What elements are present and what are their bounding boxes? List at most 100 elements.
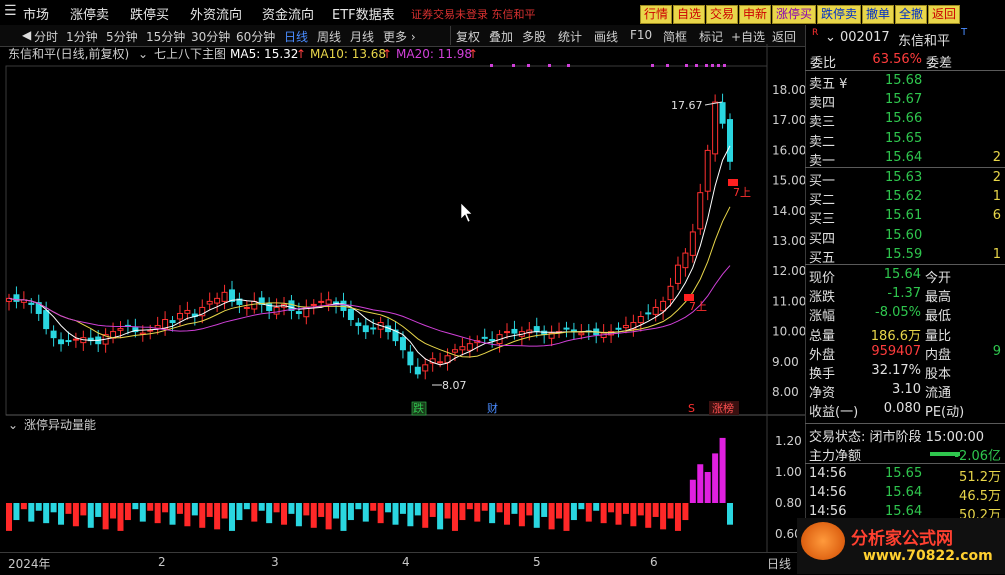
- candle-body: [169, 320, 176, 324]
- date-axis: 2024年 2 3 4 5 6 日线: [0, 552, 805, 575]
- stat-label-2: 最低: [925, 309, 952, 325]
- candle-body: [295, 311, 302, 314]
- volume-bar: [154, 503, 161, 524]
- volume-bar: [191, 503, 198, 516]
- left-arrow-icon[interactable]: ◀: [22, 28, 32, 42]
- candle-body: [72, 338, 79, 341]
- top-btn-quote[interactable]: 行情: [640, 5, 672, 24]
- period-monthly[interactable]: 月线: [350, 30, 375, 44]
- candle-body: [414, 366, 421, 375]
- ma10-up-arrow: ↑: [382, 47, 392, 61]
- top-btn-limitup-buy[interactable]: 涨停买: [772, 5, 816, 24]
- bid-row-1: 买一 15.63 2: [805, 170, 1005, 189]
- btn-adjust[interactable]: 复权: [456, 30, 481, 44]
- stat-label: 净资: [809, 386, 836, 402]
- signal-up-label-2: 7上: [689, 300, 707, 313]
- stat-value-2: 9: [992, 343, 1001, 359]
- weibi-value: 63.56%: [872, 52, 922, 67]
- btn-draw-line[interactable]: 画线: [594, 30, 619, 44]
- menu-icon[interactable]: ☰: [4, 3, 17, 19]
- volume-bar: [251, 503, 258, 522]
- candle-body: [630, 322, 637, 330]
- volume-bar: [496, 503, 503, 513]
- drop-marker: 跌: [413, 401, 424, 415]
- menu-etf-data[interactable]: ETF数据表: [332, 8, 395, 23]
- top-btn-cancel-all[interactable]: 全撤: [895, 5, 927, 24]
- volume-bar: [199, 503, 206, 528]
- candle-body: [318, 300, 325, 303]
- volume-bar: [6, 503, 12, 531]
- signal-dot: [717, 64, 720, 67]
- top-btn-ipo[interactable]: 申新: [739, 5, 771, 24]
- btn-f10[interactable]: F10: [630, 28, 653, 42]
- ma5-label: MA5: 15.32: [230, 47, 298, 61]
- signal-dot: [666, 64, 669, 67]
- volume-bar: [451, 503, 458, 531]
- menu-limit-up-sell[interactable]: 涨停卖: [70, 8, 110, 23]
- period-1min[interactable]: 1分钟: [66, 30, 98, 44]
- candle-body: [667, 285, 674, 301]
- price-tick-label: 15.00: [772, 174, 805, 188]
- volume-bar: [162, 503, 169, 513]
- period-60min[interactable]: 60分钟: [236, 30, 276, 44]
- btn-add-watchlist[interactable]: +自选: [731, 30, 766, 44]
- volume-bar: [414, 503, 421, 516]
- volume-bar: [65, 503, 72, 514]
- volume-bar: [243, 503, 250, 510]
- price-tick-label: 14.00: [772, 204, 805, 218]
- menu-limit-down-buy[interactable]: 跌停买: [130, 8, 170, 23]
- netflow-row: 主力净额 -2.06亿: [805, 445, 1005, 464]
- tick-row: 14:56 15.64 46.5万: [805, 485, 1005, 504]
- top-btn-back[interactable]: 返回: [928, 5, 960, 24]
- top-btn-trade[interactable]: 交易: [706, 5, 738, 24]
- netflow-bar: [930, 452, 960, 456]
- candle-body: [228, 289, 235, 302]
- btn-simple-frame[interactable]: 简框: [663, 30, 688, 44]
- ask-row-4-value: 15.67: [885, 92, 923, 108]
- candle-body: [43, 310, 50, 330]
- period-daily[interactable]: 日线: [284, 30, 309, 44]
- volume-bar: [35, 503, 42, 511]
- x-label-jun: 6: [650, 555, 658, 569]
- top-btn-cancel[interactable]: 撤单: [862, 5, 894, 24]
- candle-body: [35, 302, 42, 314]
- period-more[interactable]: 更多 ›: [383, 30, 416, 44]
- x-label-period: 日线: [767, 557, 792, 571]
- volume-bar: [102, 503, 109, 530]
- menu-foreign-flow[interactable]: 外资流向: [190, 8, 243, 23]
- bid-row-3-extra: 6: [992, 208, 1001, 224]
- volume-bar: [139, 503, 146, 522]
- menu-capital-flow[interactable]: 资金流向: [262, 8, 315, 23]
- top-btn-limitdown-sell[interactable]: 跌停卖: [817, 5, 861, 24]
- signal-dot: [685, 64, 688, 67]
- top-btn-watchlist[interactable]: 自选: [673, 5, 705, 24]
- btn-mark[interactable]: 标记: [699, 30, 724, 44]
- bid-row-1-extra: 2: [992, 170, 1001, 185]
- weicha-label: 委差: [926, 56, 953, 71]
- period-5min[interactable]: 5分钟: [106, 30, 138, 44]
- watermark-box: 分析家公式网 www.70822.com: [797, 518, 1005, 574]
- period-tick[interactable]: 分时: [34, 30, 59, 44]
- period-30min[interactable]: 30分钟: [191, 30, 231, 44]
- volume-bar: [719, 437, 726, 503]
- period-15min[interactable]: 15分钟: [146, 30, 186, 44]
- bid-row-4-value: 15.60: [885, 227, 923, 243]
- candle-body: [258, 297, 265, 305]
- kline-chart[interactable]: 东信和平(日线,前复权) ⌄ 七上八下主图 MA5: 15.32 ↑ MA10:…: [0, 44, 805, 552]
- volume-bar: [176, 503, 183, 514]
- bid-row-1-label: 买一: [809, 174, 836, 189]
- bid-row-2-value: 15.62: [885, 189, 923, 205]
- menu-market[interactable]: 市场: [23, 8, 50, 23]
- btn-return[interactable]: 返回: [772, 30, 797, 44]
- ask-row-5-label: 卖五 ¥: [809, 77, 848, 92]
- tick-time: 14:56: [809, 466, 847, 481]
- btn-overlay[interactable]: 叠加: [489, 30, 514, 44]
- collapse-icon-panel[interactable]: ⌄: [825, 30, 836, 45]
- btn-multi-stock[interactable]: 多股: [522, 30, 547, 44]
- btn-stats[interactable]: 统计: [558, 30, 583, 44]
- candle-body: [251, 300, 258, 310]
- ask-row-1-label: 卖一: [809, 153, 836, 169]
- period-weekly[interactable]: 周线: [317, 30, 342, 44]
- login-notice[interactable]: 证券交易未登录 东信和平: [411, 8, 536, 21]
- divider-1: [805, 70, 1005, 71]
